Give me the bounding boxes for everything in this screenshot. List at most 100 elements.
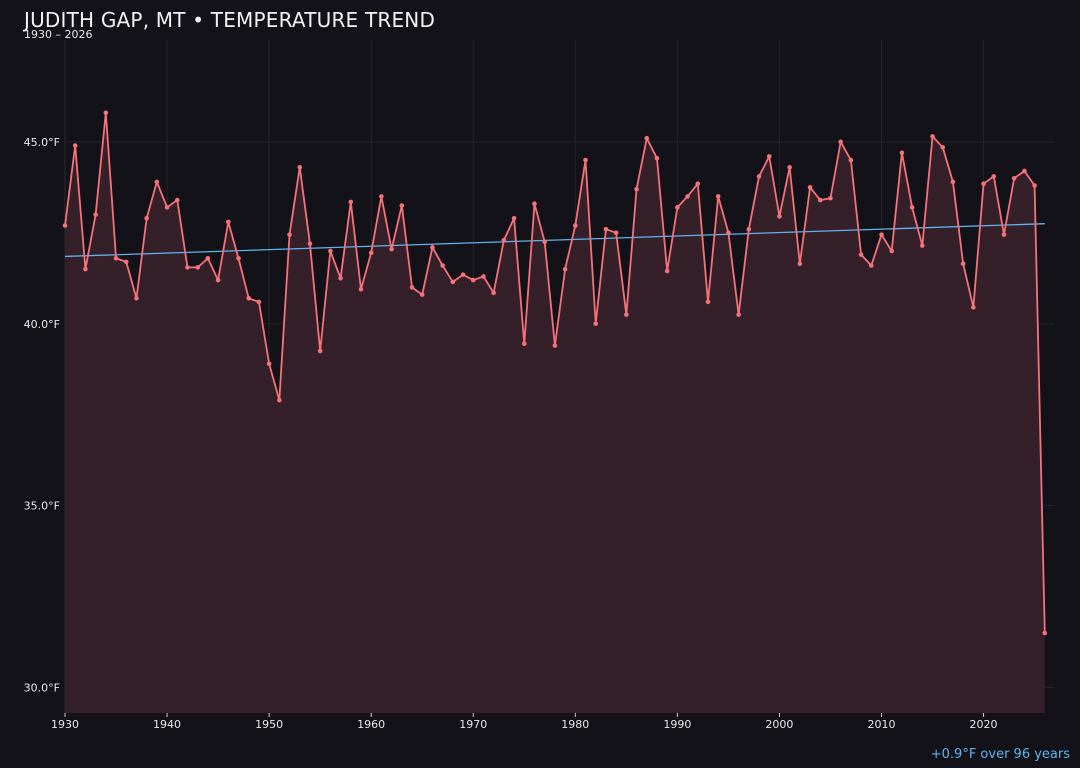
data-point bbox=[103, 110, 109, 116]
data-point bbox=[920, 243, 925, 248]
data-point bbox=[450, 279, 456, 285]
data-point bbox=[1011, 175, 1017, 181]
data-point bbox=[562, 266, 568, 272]
data-point bbox=[624, 312, 629, 317]
data-point bbox=[62, 223, 68, 228]
data-point bbox=[1042, 630, 1048, 636]
data-point bbox=[409, 285, 415, 290]
data-point bbox=[205, 255, 211, 261]
data-point bbox=[1022, 168, 1027, 174]
data-point bbox=[573, 223, 578, 228]
data-point bbox=[195, 265, 200, 270]
data-point bbox=[777, 214, 782, 219]
x-tick-label: 1950 bbox=[255, 718, 283, 731]
data-point bbox=[1001, 232, 1007, 237]
data-point bbox=[399, 203, 405, 208]
chart-title: JUDITH GAP, MT • TEMPERATURE TREND bbox=[24, 8, 436, 32]
data-point bbox=[307, 241, 313, 247]
y-tick-label: 30.0°F bbox=[24, 682, 60, 695]
data-point bbox=[613, 230, 619, 236]
data-point bbox=[685, 194, 690, 199]
data-point bbox=[123, 259, 129, 265]
chart-subtitle: 1930 – 2026 bbox=[24, 28, 93, 41]
data-point bbox=[368, 250, 374, 256]
data-point bbox=[736, 312, 741, 317]
data-point bbox=[1032, 183, 1037, 188]
data-point bbox=[828, 195, 833, 201]
data-point bbox=[430, 245, 435, 250]
data-point bbox=[501, 237, 507, 243]
data-point bbox=[654, 155, 660, 161]
data-point bbox=[185, 265, 190, 270]
data-point bbox=[144, 215, 149, 221]
x-tick-label: 1980 bbox=[561, 718, 589, 731]
data-point bbox=[154, 179, 160, 185]
temperature-area bbox=[65, 112, 1045, 713]
data-point bbox=[348, 199, 354, 205]
data-point bbox=[868, 263, 874, 268]
trend-layer bbox=[64, 223, 1045, 258]
data-point bbox=[134, 295, 139, 301]
data-point bbox=[848, 157, 854, 163]
label-layer: 30.0°F 35.0°F 40.0°F 45.0°F 1930 1940 1950 1960… bbox=[24, 136, 998, 731]
data-point bbox=[583, 157, 588, 163]
data-point bbox=[83, 266, 88, 272]
data-point bbox=[419, 292, 425, 297]
data-point bbox=[766, 154, 772, 159]
data-point bbox=[328, 248, 333, 254]
data-point bbox=[287, 232, 292, 237]
data-point bbox=[552, 343, 558, 348]
data-point bbox=[971, 305, 976, 310]
data-point bbox=[460, 272, 466, 277]
trend-line bbox=[64, 223, 1045, 258]
data-point bbox=[174, 197, 180, 203]
data-point bbox=[664, 268, 670, 274]
data-point bbox=[675, 205, 680, 210]
data-point bbox=[297, 165, 303, 170]
data-point bbox=[909, 205, 915, 210]
trend-summary: +0.9°F over 96 years bbox=[930, 747, 1070, 762]
data-point bbox=[991, 174, 997, 179]
data-point bbox=[358, 286, 364, 292]
data-point bbox=[266, 361, 272, 367]
data-point bbox=[215, 277, 221, 283]
data-point bbox=[389, 246, 394, 252]
x-tick-label: 1990 bbox=[663, 718, 691, 731]
data-point bbox=[256, 299, 262, 305]
data-point bbox=[930, 134, 935, 139]
data-point bbox=[164, 205, 170, 210]
data-point bbox=[950, 179, 956, 185]
data-point bbox=[797, 261, 803, 267]
data-point bbox=[981, 181, 986, 186]
data-point bbox=[481, 274, 486, 279]
y-tick-label: 45.0°F bbox=[24, 136, 60, 149]
data-point bbox=[889, 248, 895, 254]
x-tick-label: 2020 bbox=[970, 718, 998, 731]
data-point bbox=[899, 150, 905, 156]
data-point bbox=[940, 145, 946, 150]
data-point bbox=[838, 139, 843, 145]
x-tick-label: 2000 bbox=[765, 718, 793, 731]
data-point bbox=[470, 277, 476, 283]
data-point bbox=[317, 348, 323, 354]
area-layer bbox=[65, 112, 1045, 713]
axis-layer bbox=[64, 40, 985, 717]
x-tick-label: 2010 bbox=[867, 718, 895, 731]
data-point bbox=[705, 299, 711, 305]
data-point bbox=[225, 219, 231, 225]
data-point bbox=[93, 212, 98, 217]
data-point bbox=[440, 263, 445, 268]
y-tick-label: 40.0°F bbox=[24, 318, 60, 331]
data-point bbox=[532, 201, 537, 207]
data-point bbox=[746, 226, 752, 232]
x-tick-label: 1970 bbox=[459, 718, 487, 731]
data-point bbox=[277, 397, 282, 403]
data-point bbox=[521, 341, 527, 347]
data-point bbox=[879, 232, 884, 237]
x-tick-label: 1960 bbox=[357, 718, 385, 731]
data-point bbox=[113, 255, 119, 261]
data-point bbox=[787, 165, 792, 170]
data-point bbox=[603, 226, 609, 232]
data-point bbox=[236, 255, 241, 261]
